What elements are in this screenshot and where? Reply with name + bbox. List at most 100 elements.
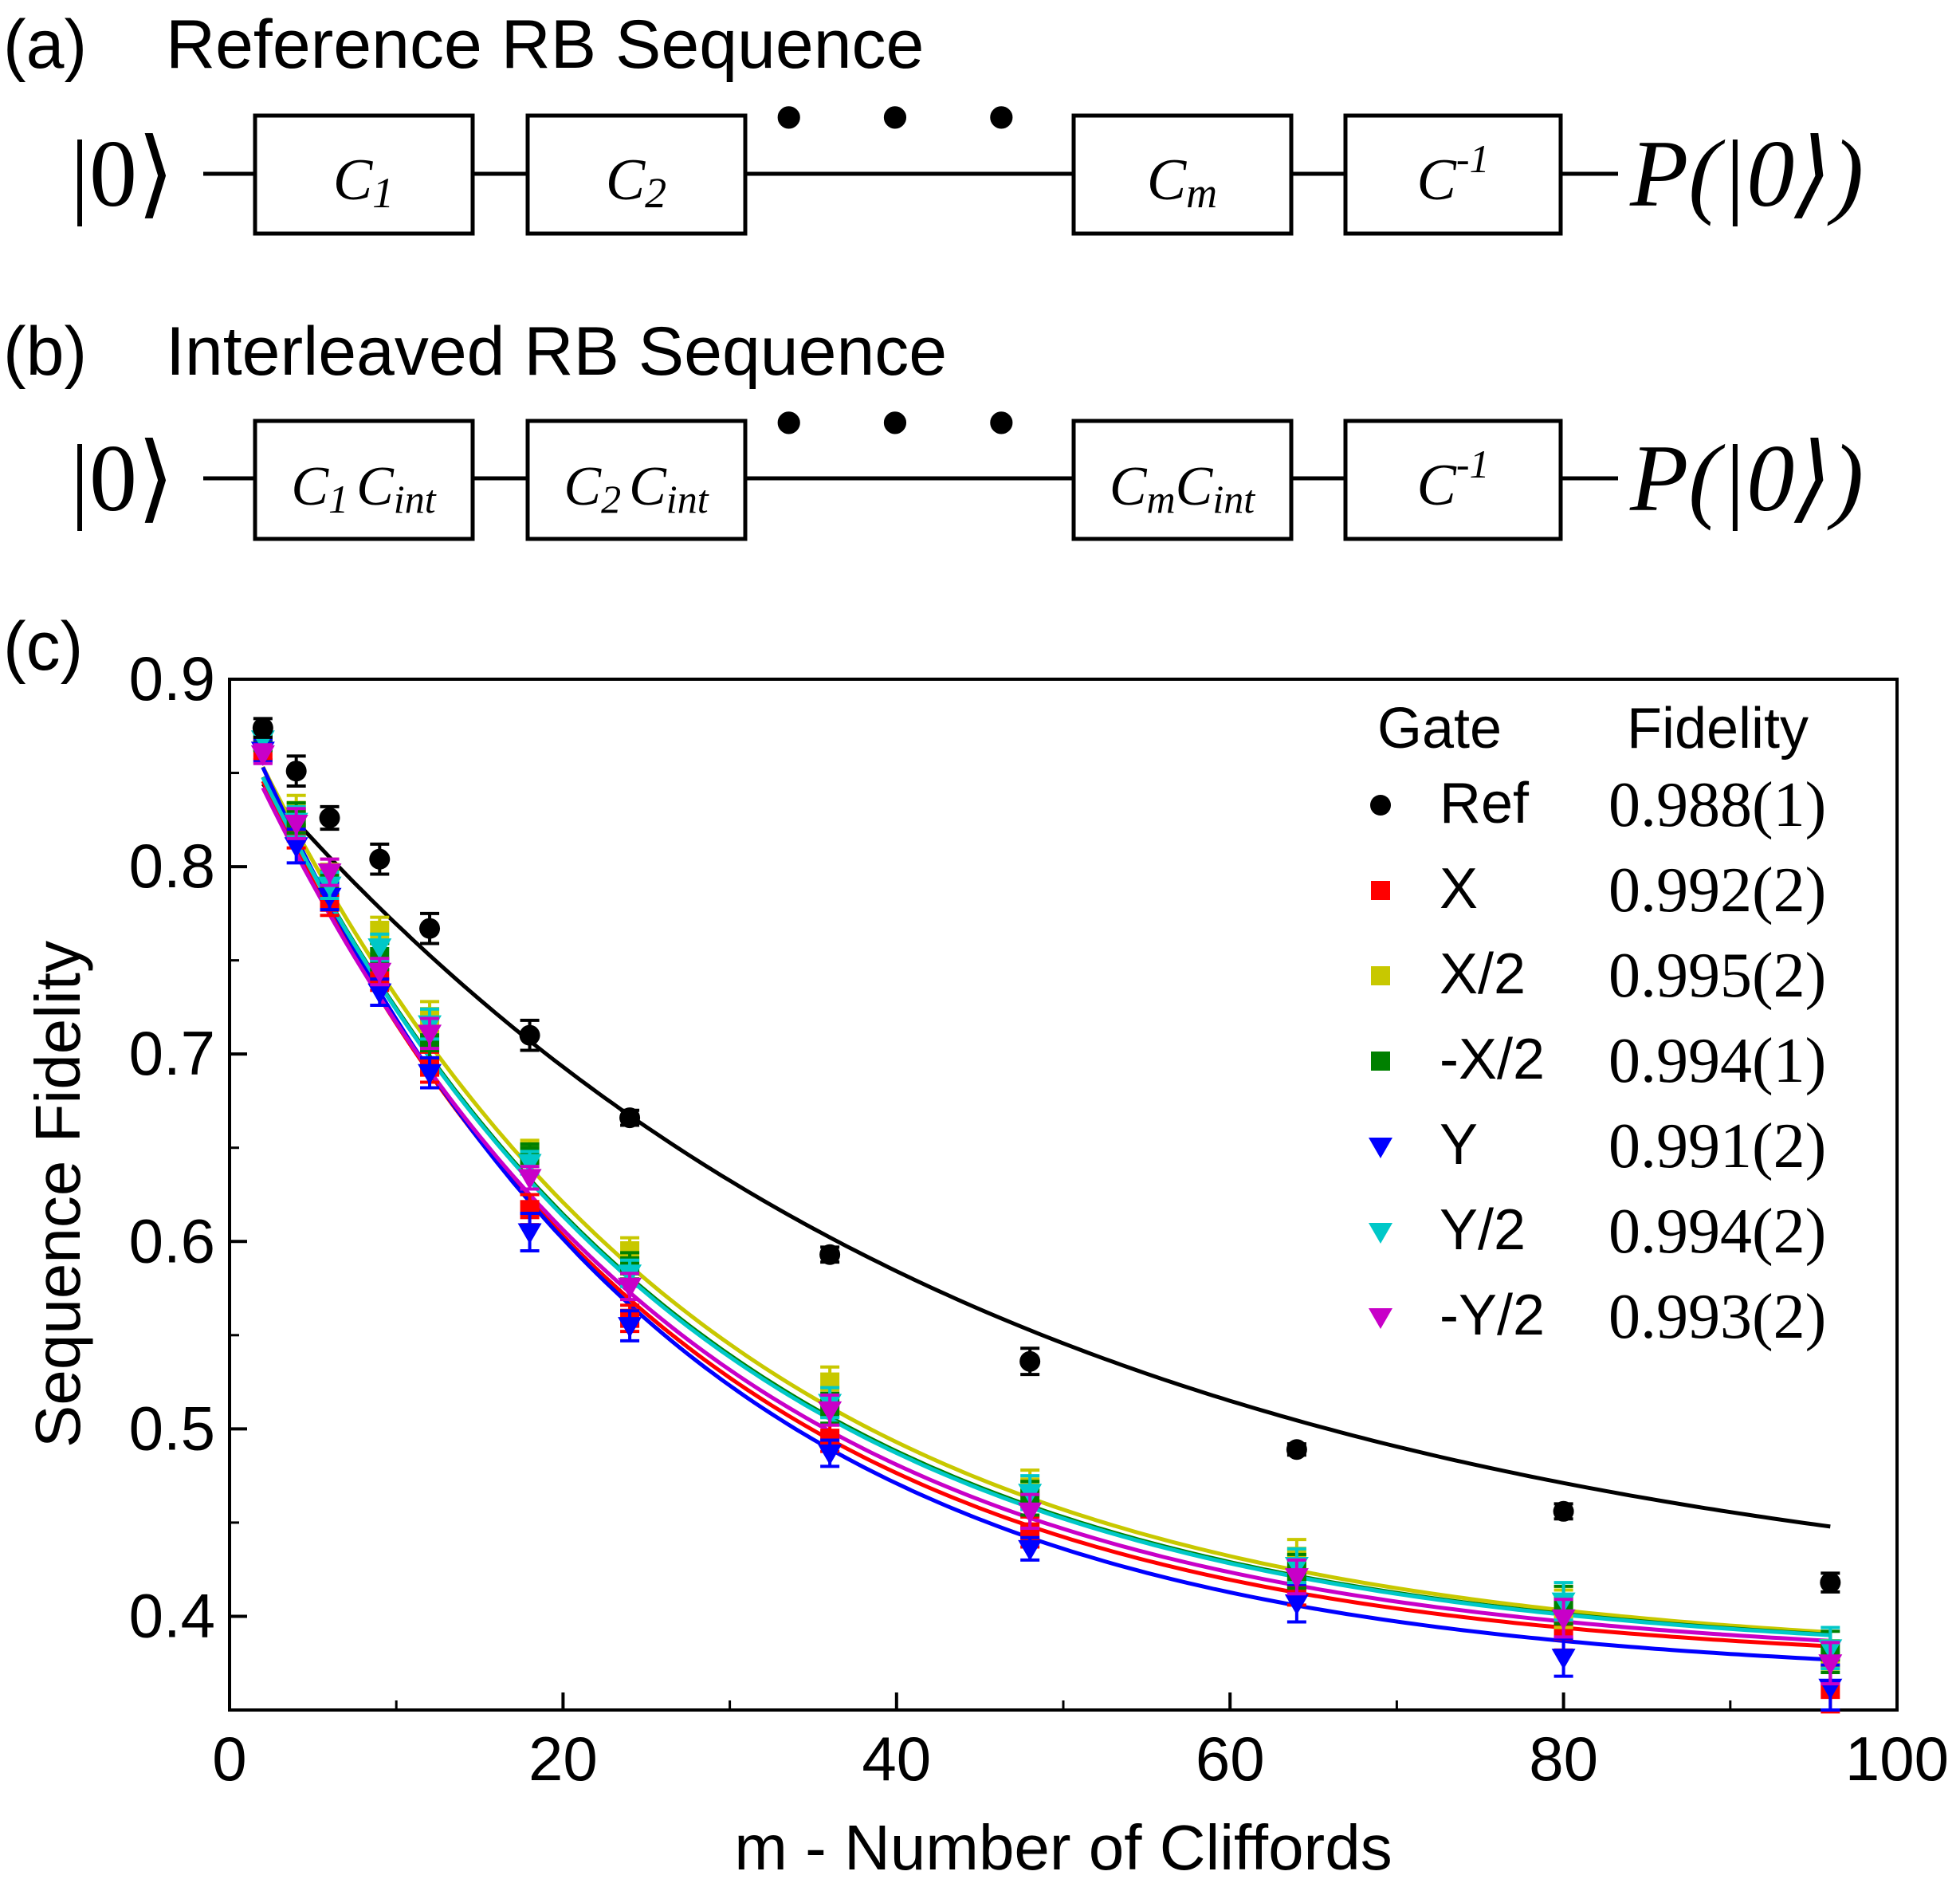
data-point bbox=[1286, 1439, 1307, 1460]
legend-fidelity-value: 0.995(2) bbox=[1608, 941, 1826, 1011]
data-point bbox=[618, 1277, 642, 1299]
fit-curves bbox=[261, 765, 1831, 1662]
gate-base: C bbox=[1416, 147, 1457, 213]
panel-a: (a) Reference RB Sequence |0⟩ C1 C2 • • … bbox=[3, 6, 1864, 236]
x-axis-ticks: 0 20 40 60 80 100 bbox=[212, 1692, 1949, 1794]
gate-suffix: C bbox=[1176, 456, 1214, 517]
legend-marker bbox=[1371, 1052, 1390, 1071]
gate-sub: 2 bbox=[645, 169, 666, 217]
panel-a-title: Reference RB Sequence bbox=[166, 6, 924, 83]
legend-header-gate: Gate bbox=[1377, 697, 1502, 761]
data-point bbox=[367, 962, 392, 984]
data-point bbox=[619, 1107, 641, 1129]
panel-a-label: (a) bbox=[3, 6, 87, 83]
svg-text:C1: C1 bbox=[333, 147, 394, 217]
y-tick-label: 0.6 bbox=[129, 1205, 215, 1276]
panel-a-input-state: |0⟩ bbox=[70, 120, 175, 226]
legend-marker bbox=[1369, 1223, 1392, 1244]
data-point bbox=[285, 761, 307, 782]
x-tick-label: 20 bbox=[528, 1724, 598, 1794]
panel-c-label: (c) bbox=[3, 608, 83, 685]
data-point bbox=[419, 918, 441, 939]
panel-b-gate-box-inverse: C-1 bbox=[1343, 419, 1563, 541]
panel-b-gate-box-m: CmCint bbox=[1071, 419, 1294, 541]
series-x-half2 bbox=[253, 724, 1840, 1684]
legend-gate-label: X/2 bbox=[1440, 942, 1526, 1006]
gate-base: C bbox=[606, 147, 646, 213]
legend-gate-label: X bbox=[1440, 857, 1478, 921]
data-point bbox=[1019, 1350, 1041, 1372]
data-point bbox=[284, 815, 308, 836]
x-tick-label: 80 bbox=[1529, 1724, 1598, 1794]
legend-entry-ref: Ref 0.988(1) bbox=[1370, 770, 1826, 840]
fit-curve-minus-x-half2 bbox=[261, 776, 1831, 1637]
svg-text:C-1: C-1 bbox=[1416, 136, 1489, 213]
gate-suffix: C bbox=[629, 456, 667, 517]
series-minus-y-half2 bbox=[250, 743, 1843, 1686]
data-point bbox=[517, 1223, 542, 1244]
data-point bbox=[319, 807, 340, 828]
gate-base: C bbox=[1147, 147, 1188, 213]
panel-b-label: (b) bbox=[3, 313, 87, 390]
series-y bbox=[250, 737, 1843, 1712]
x-axis-label: m - Number of Cliffords bbox=[734, 1812, 1392, 1883]
data-point bbox=[517, 1169, 542, 1190]
legend: Gate Fidelity Ref 0.988(1) X 0.992(2) X/2 0.9… bbox=[1369, 697, 1826, 1352]
gate-suffix-sub: int bbox=[1212, 477, 1255, 521]
gate-sup: -1 bbox=[1456, 136, 1490, 181]
y-tick-label: 0.8 bbox=[129, 831, 215, 901]
panel-a-ellipsis: • • • bbox=[774, 71, 1043, 163]
legend-gate-label: -X/2 bbox=[1440, 1028, 1545, 1091]
sequence-fidelity-chart: 0 20 40 60 80 100 0.4 0.5 0.6 0.7 0.8 0.9 m - Numb… bbox=[22, 643, 1949, 1883]
data-point bbox=[818, 1444, 843, 1465]
panel-a-gate-box-m: Cm bbox=[1071, 113, 1294, 236]
data-point bbox=[1551, 1609, 1576, 1630]
svg-text:C2: C2 bbox=[606, 147, 666, 217]
gate-sub: m bbox=[1147, 477, 1176, 521]
data-point bbox=[250, 745, 275, 767]
series-x bbox=[253, 739, 1840, 1714]
series-ref bbox=[252, 717, 1841, 1594]
data-points bbox=[250, 717, 1843, 1714]
x-tick-label: 60 bbox=[1196, 1724, 1265, 1794]
gate-suffix-sub: int bbox=[394, 477, 437, 521]
gate-sub: 1 bbox=[372, 169, 394, 217]
panel-b-output: P(|0⟩) bbox=[1629, 425, 1864, 531]
y-tick-label: 0.9 bbox=[129, 643, 215, 713]
legend-gate-label: -Y/2 bbox=[1440, 1284, 1545, 1347]
data-point bbox=[367, 983, 392, 1004]
panel-a-gate-box-inverse: C-1 bbox=[1343, 113, 1563, 236]
data-point bbox=[1018, 1502, 1043, 1523]
legend-fidelity-value: 0.992(2) bbox=[1608, 855, 1826, 926]
y-tick-label: 0.7 bbox=[129, 1018, 215, 1088]
svg-text:CmCint: CmCint bbox=[1110, 456, 1255, 521]
gate-sub: m bbox=[1186, 169, 1217, 217]
data-point bbox=[1284, 1568, 1309, 1590]
gate-sub: 1 bbox=[328, 477, 348, 521]
data-point bbox=[818, 1401, 843, 1422]
data-point bbox=[519, 1024, 540, 1046]
legend-gate-label: Ref bbox=[1440, 772, 1530, 835]
series-y-half2 bbox=[250, 728, 1843, 1671]
y-tick-label: 0.4 bbox=[129, 1580, 215, 1650]
gate-sub: 2 bbox=[601, 477, 621, 521]
data-point bbox=[1553, 1500, 1574, 1522]
panel-a-output: P(|0⟩) bbox=[1629, 120, 1864, 226]
data-point bbox=[367, 938, 392, 960]
panel-b-gate-box-1: C1 Cint bbox=[253, 419, 475, 541]
gate-base: C bbox=[1416, 453, 1457, 518]
legend-fidelity-value: 0.991(2) bbox=[1608, 1111, 1826, 1181]
legend-entry-x: X 0.992(2) bbox=[1371, 855, 1826, 926]
panel-b-ellipsis: • • • bbox=[774, 376, 1043, 469]
data-point bbox=[1551, 1649, 1576, 1670]
gate-sup: -1 bbox=[1456, 442, 1490, 486]
legend-entry-y: Y 0.991(2) bbox=[1369, 1111, 1826, 1181]
legend-entry-x-half2: X/2 0.995(2) bbox=[1371, 941, 1826, 1011]
y-axis-label: Sequence Fidelity bbox=[22, 941, 93, 1448]
legend-header-fidelity: Fidelity bbox=[1627, 697, 1809, 761]
panel-b-title: Interleaved RB Sequence bbox=[166, 313, 947, 390]
panel-a-gate-box-2: C2 bbox=[525, 113, 748, 236]
